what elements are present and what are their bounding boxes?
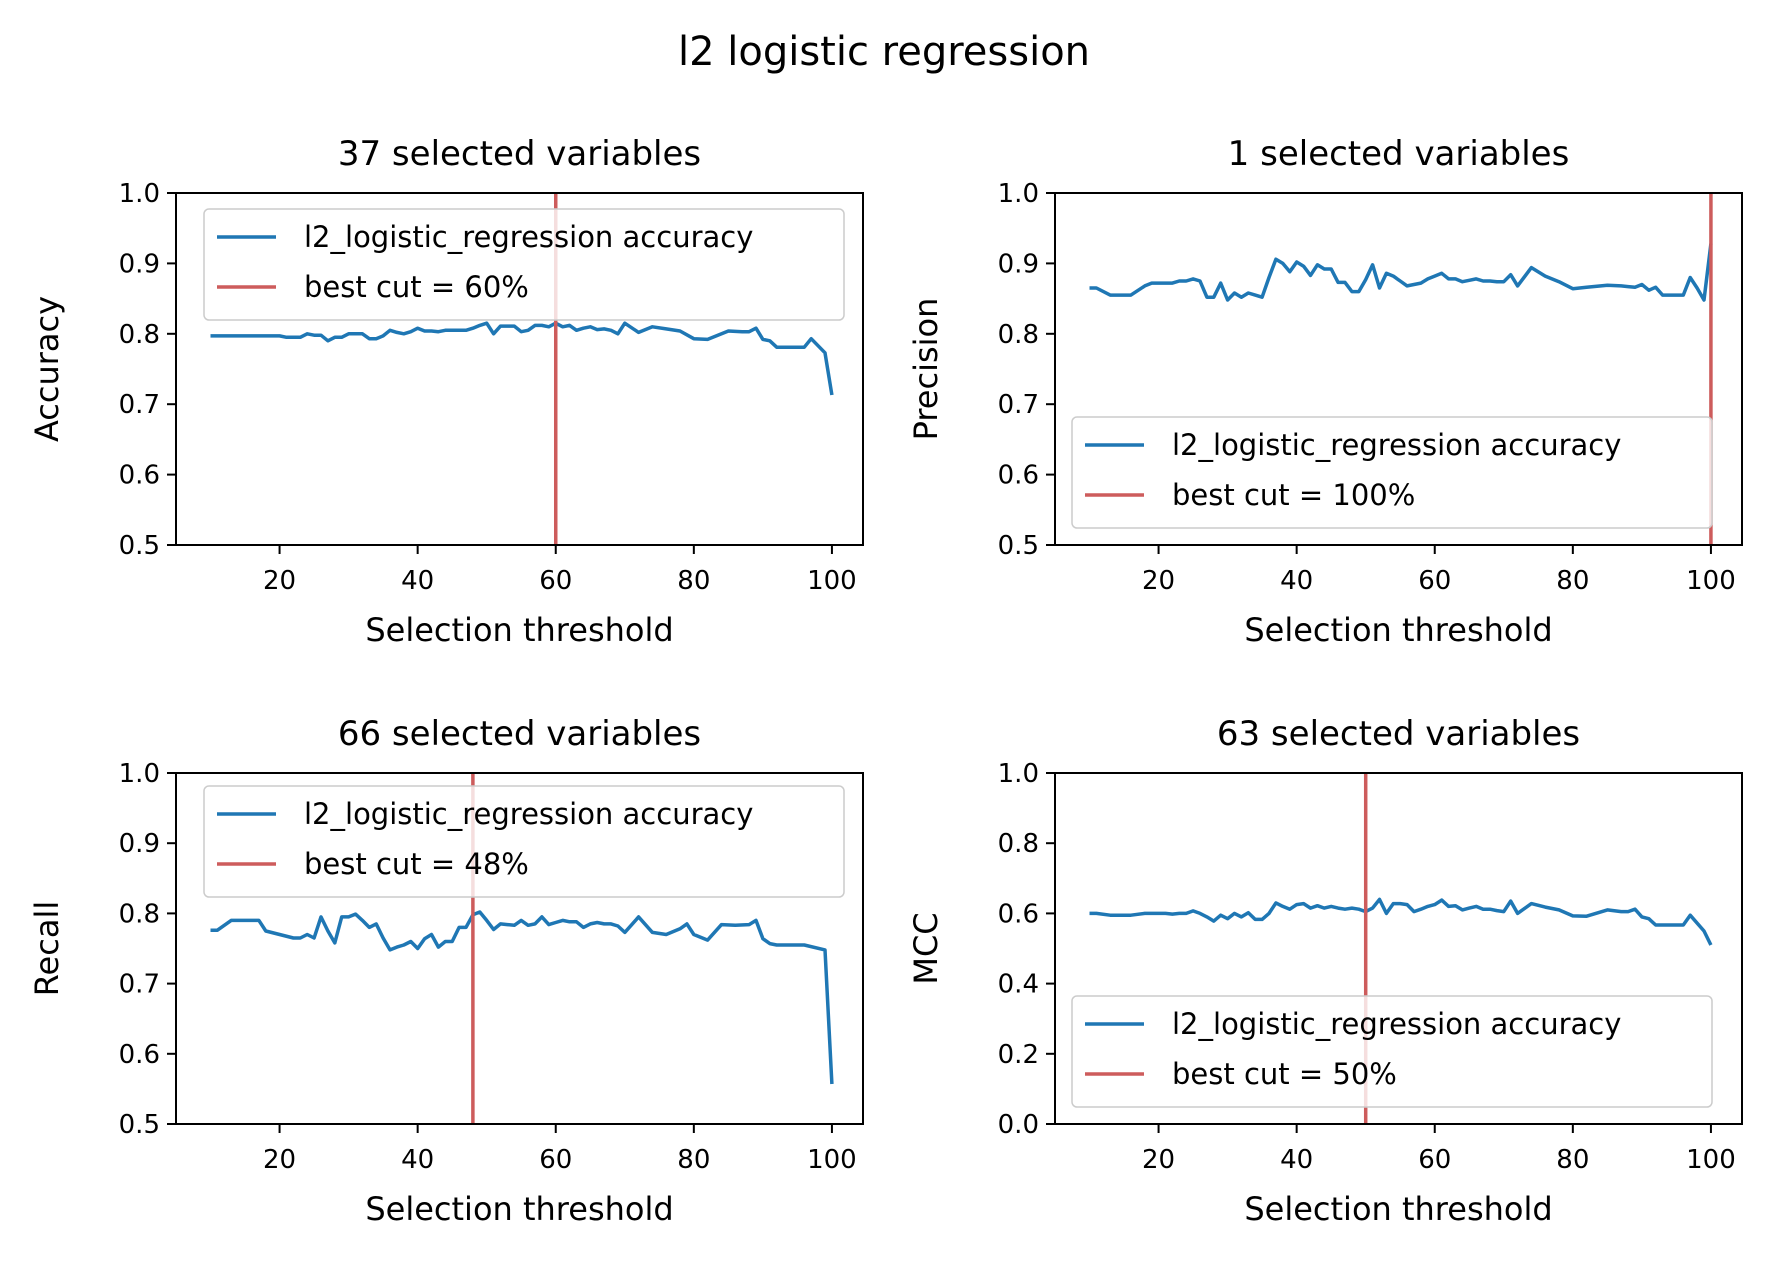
legend-label-series: l2_logistic_regression accuracy	[304, 220, 753, 254]
panel-1: 37 selected variables 0.5 0.6 0.7 0.8 0.9 1.0 2…	[28, 134, 864, 649]
axes-frame	[1054, 772, 1743, 1125]
y-axis-label: Accuracy	[28, 296, 66, 442]
series-line	[1089, 243, 1713, 302]
y-tick-label: 0.8	[119, 320, 160, 350]
y-tick-label: 0.8	[998, 829, 1039, 859]
y-tick-label: 0.5	[998, 531, 1039, 561]
y-axis-label: Recall	[28, 901, 66, 996]
y-tick-label: 0.6	[119, 1040, 160, 1070]
x-tick-label: 80	[1556, 1145, 1589, 1175]
y-tick-label: 0.6	[119, 461, 160, 491]
x-axis-label: Selection threshold	[365, 611, 673, 649]
axes-frame	[1054, 192, 1743, 546]
panel-2: 1 selected variables 0.5 0.6 0.7 0.8 0.9 1.0 20…	[907, 134, 1743, 649]
x-tick-label: 80	[677, 1145, 710, 1175]
legend-label-cut: best cut = 100%	[1172, 478, 1415, 512]
x-tick-label: 60	[539, 1145, 572, 1175]
x-tick-label: 80	[1556, 566, 1589, 596]
x-tick-label: 60	[539, 566, 572, 596]
panel-title: 37 selected variables	[338, 134, 701, 174]
y-tick-label: 0.6	[998, 461, 1039, 491]
x-tick-label: 100	[807, 566, 857, 596]
y-tick-label: 0.9	[119, 829, 160, 859]
panels: 37 selected variables 0.5 0.6 0.7 0.8 0.9 1.0 2…	[28, 134, 1743, 1228]
y-tick-label: 0.5	[119, 531, 160, 561]
panel-title: 1 selected variables	[1228, 134, 1570, 174]
x-tick-label: 20	[1142, 1145, 1175, 1175]
legend-box	[1071, 995, 1713, 1108]
legend-label-series: l2_logistic_regression accuracy	[1172, 428, 1621, 462]
y-tick-label: 0.7	[998, 390, 1039, 420]
y-tick-label: 0.6	[998, 899, 1039, 929]
legend-label-cut: best cut = 48%	[304, 847, 529, 881]
series-line	[210, 910, 834, 1085]
y-tick-label: 0.9	[119, 249, 160, 279]
x-tick-label: 100	[807, 1145, 857, 1175]
legend-label-series: l2_logistic_regression accuracy	[304, 797, 753, 831]
x-axis-label: Selection threshold	[1244, 1190, 1552, 1228]
legend-box	[1071, 416, 1713, 529]
x-tick-label: 100	[1686, 566, 1736, 596]
x-axis-label: Selection threshold	[1244, 611, 1552, 649]
panel-3: 66 selected variables 0.5 0.6 0.7 0.8 0.9 1.0 2…	[28, 714, 864, 1228]
x-tick-label: 20	[263, 1145, 296, 1175]
y-axis-label: MCC	[907, 912, 945, 984]
panel-title: 66 selected variables	[338, 714, 701, 754]
panel-4: 63 selected variables 0.0 0.2 0.4 0.6 0.8 1.0 2…	[907, 714, 1743, 1228]
x-tick-label: 40	[1280, 1145, 1313, 1175]
y-tick-label: 1.0	[998, 179, 1039, 209]
legend: l2_logistic_regression accuracy best cut …	[1071, 995, 1713, 1108]
panel-title: 63 selected variables	[1217, 714, 1580, 754]
legend: l2_logistic_regression accuracy best cut …	[203, 208, 845, 321]
series-line	[210, 321, 834, 396]
x-tick-label: 60	[1418, 1145, 1451, 1175]
y-axis-label: Precision	[907, 298, 945, 441]
y-tick-label: 0.8	[119, 899, 160, 929]
x-tick-label: 60	[1418, 566, 1451, 596]
series-line	[1089, 897, 1713, 946]
y-tick-label: 1.0	[119, 179, 160, 209]
y-tick-label: 0.2	[998, 1040, 1039, 1070]
x-axis-label: Selection threshold	[365, 1190, 673, 1228]
y-tick-label: 0.9	[998, 249, 1039, 279]
x-tick-label: 80	[677, 566, 710, 596]
x-tick-label: 40	[401, 1145, 434, 1175]
y-tick-label: 1.0	[998, 759, 1039, 789]
x-tick-label: 100	[1686, 1145, 1736, 1175]
legend-box	[203, 785, 845, 898]
y-tick-label: 0.5	[119, 1110, 160, 1140]
legend-label-series: l2_logistic_regression accuracy	[1172, 1007, 1621, 1041]
legend: l2_logistic_regression accuracy best cut …	[1071, 416, 1713, 529]
x-tick-label: 40	[1280, 566, 1313, 596]
y-tick-label: 1.0	[119, 759, 160, 789]
y-tick-label: 0.4	[998, 970, 1039, 1000]
axes-frame	[175, 772, 864, 1125]
axes-frame	[175, 192, 864, 546]
x-tick-label: 20	[1142, 566, 1175, 596]
x-tick-label: 40	[401, 566, 434, 596]
legend-box	[203, 208, 845, 321]
suptitle: l2 logistic regression	[678, 29, 1090, 75]
legend-label-cut: best cut = 50%	[1172, 1057, 1397, 1091]
y-tick-label: 0.7	[119, 970, 160, 1000]
x-tick-label: 20	[263, 566, 296, 596]
legend: l2_logistic_regression accuracy best cut …	[203, 785, 845, 898]
legend-label-cut: best cut = 60%	[304, 270, 529, 304]
y-tick-label: 0.8	[998, 320, 1039, 350]
y-tick-label: 0.0	[998, 1110, 1039, 1140]
y-tick-label: 0.7	[119, 390, 160, 420]
